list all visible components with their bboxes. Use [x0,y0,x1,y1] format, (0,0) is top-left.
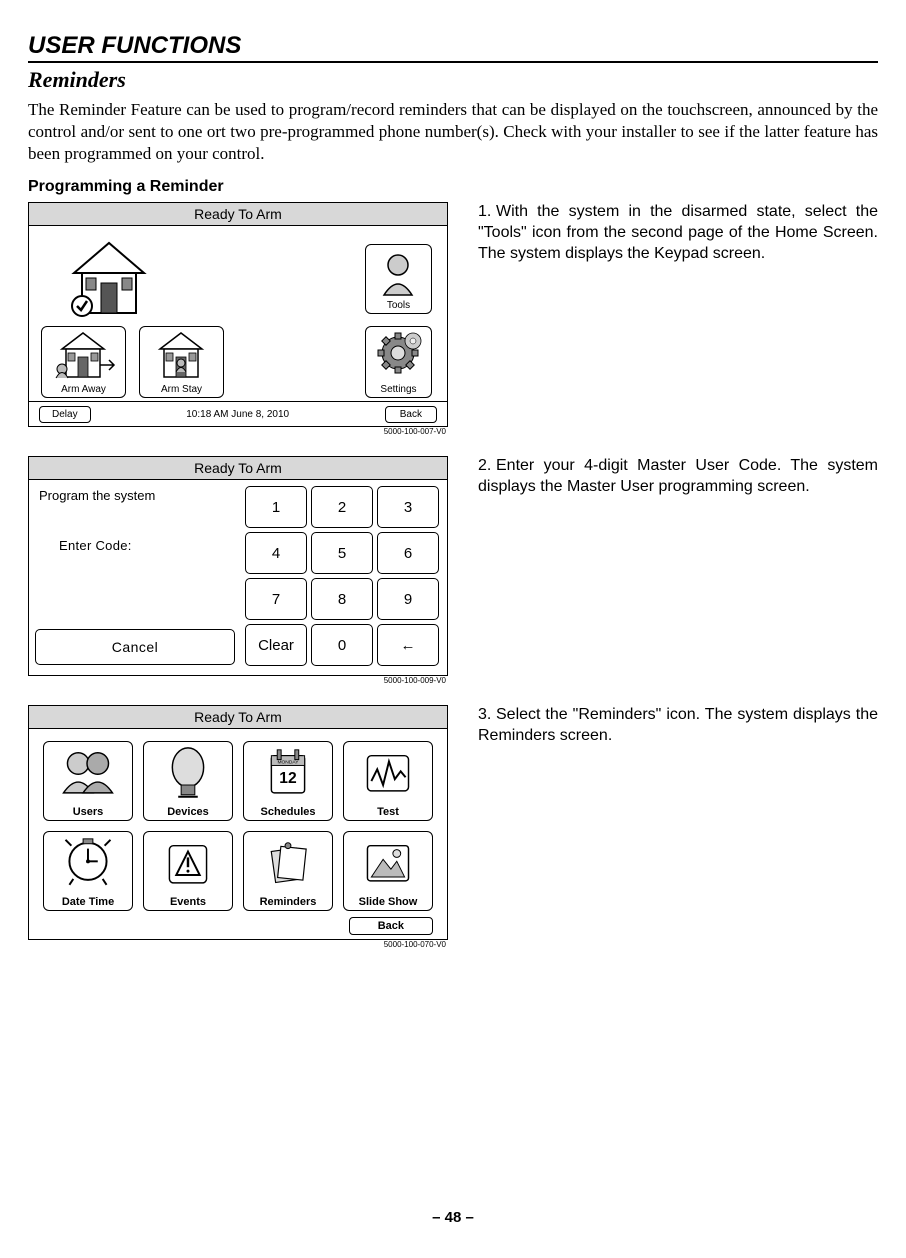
screen2-code: 5000-100-009-V0 [28,676,448,685]
arm-away-button[interactable]: Arm Away [41,326,126,398]
events-button[interactable]: Events [143,831,233,911]
screen3-code: 5000-100-070-V0 [28,940,448,949]
delay-button[interactable]: Delay [39,406,91,423]
intro-paragraph: The Reminder Feature can be used to prog… [28,99,878,164]
key-back[interactable]: ← [377,624,439,666]
schedules-button[interactable]: 12 MONDAY Schedules [243,741,333,821]
devices-label: Devices [144,806,232,818]
programming-heading: Programming a Reminder [28,178,878,196]
key-9[interactable]: 9 [377,578,439,620]
users-label: Users [44,806,132,818]
settings-label: Settings [366,384,431,395]
key-0[interactable]: 0 [311,624,373,666]
schedules-label: Schedules [244,806,332,818]
key-clear[interactable]: Clear [245,624,307,666]
step-1-body: With the system in the disarmed state, s… [478,203,878,262]
screen3-back-button[interactable]: Back [349,917,433,935]
events-label: Events [144,896,232,908]
reminders-label: Reminders [244,896,332,908]
key-5[interactable]: 5 [311,532,373,574]
back-button[interactable]: Back [385,406,437,423]
step-2-row: Ready To Arm Program the system Enter Co… [28,456,878,685]
subsection-title: Reminders [28,67,878,93]
screen1-footer: Delay 10:18 AM June 8, 2010 Back [29,401,447,426]
screen-3: Ready To Arm Users Devices 12 MONDAY Sche… [28,705,448,949]
svg-text:12: 12 [279,770,297,787]
slideshow-label: Slide Show [344,896,432,908]
step-3-text: 3.Select the "Reminders" icon. The syste… [478,705,878,747]
screen1-header: Ready To Arm [29,203,447,226]
datetime-label: Date Time [44,896,132,908]
slideshow-button[interactable]: Slide Show [343,831,433,911]
enter-code-label: Enter Code: [59,538,239,553]
tools-button[interactable]: Tools [365,244,432,314]
arm-away-label: Arm Away [42,384,125,395]
screen3-header: Ready To Arm [29,706,447,729]
reminders-button[interactable]: Reminders [243,831,333,911]
program-label: Program the system [39,488,239,503]
timestamp: 10:18 AM June 8, 2010 [91,409,385,420]
key-1[interactable]: 1 [245,486,307,528]
test-button[interactable]: Test [343,741,433,821]
arm-stay-label: Arm Stay [140,384,223,395]
tools-label: Tools [366,300,431,311]
users-button[interactable]: Users [43,741,133,821]
settings-button[interactable]: Settings [365,326,432,398]
step-1-row: Ready To Arm [28,202,878,436]
key-2[interactable]: 2 [311,486,373,528]
screen2-header: Ready To Arm [29,457,447,480]
keypad: 1 2 3 4 5 6 7 8 9 Clear 0 ← [245,486,439,666]
house-ready-icon [64,238,154,318]
step-2-text: 2.Enter your 4-digit Master User Code. T… [478,456,878,498]
arm-stay-button[interactable]: Arm Stay [139,326,224,398]
key-4[interactable]: 4 [245,532,307,574]
step-3-row: Ready To Arm Users Devices 12 MONDAY Sche… [28,705,878,949]
screen-1: Ready To Arm [28,202,448,436]
key-3[interactable]: 3 [377,486,439,528]
screen1-code: 5000-100-007-V0 [28,427,448,436]
cancel-button[interactable]: Cancel [35,629,235,665]
section-title: USER FUNCTIONS [28,32,878,63]
devices-button[interactable]: Devices [143,741,233,821]
svg-text:MONDAY: MONDAY [277,760,299,766]
datetime-button[interactable]: Date Time [43,831,133,911]
key-6[interactable]: 6 [377,532,439,574]
page-number: – 48 – [28,1209,878,1226]
step-1-text: 1.With the system in the disarmed state,… [478,202,878,264]
step-2-body: Enter your 4-digit Master User Code. The… [478,457,878,495]
test-label: Test [344,806,432,818]
key-8[interactable]: 8 [311,578,373,620]
screen-2: Ready To Arm Program the system Enter Co… [28,456,448,685]
key-7[interactable]: 7 [245,578,307,620]
step-3-body: Select the "Reminders" icon. The system … [478,706,878,744]
